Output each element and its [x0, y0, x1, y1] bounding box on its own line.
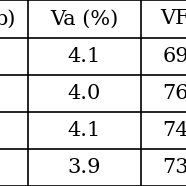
Text: 76: 76: [162, 84, 186, 103]
Text: 4.0: 4.0: [68, 84, 101, 103]
Text: 73: 73: [162, 158, 186, 177]
Text: 69: 69: [162, 47, 186, 66]
Text: 4.1: 4.1: [68, 121, 101, 140]
Text: VF: VF: [161, 9, 186, 28]
Text: Va (%): Va (%): [50, 9, 119, 28]
Text: 4.1: 4.1: [68, 47, 101, 66]
Text: 74: 74: [162, 121, 186, 140]
Text: b): b): [0, 9, 16, 28]
Text: 3.9: 3.9: [68, 158, 101, 177]
